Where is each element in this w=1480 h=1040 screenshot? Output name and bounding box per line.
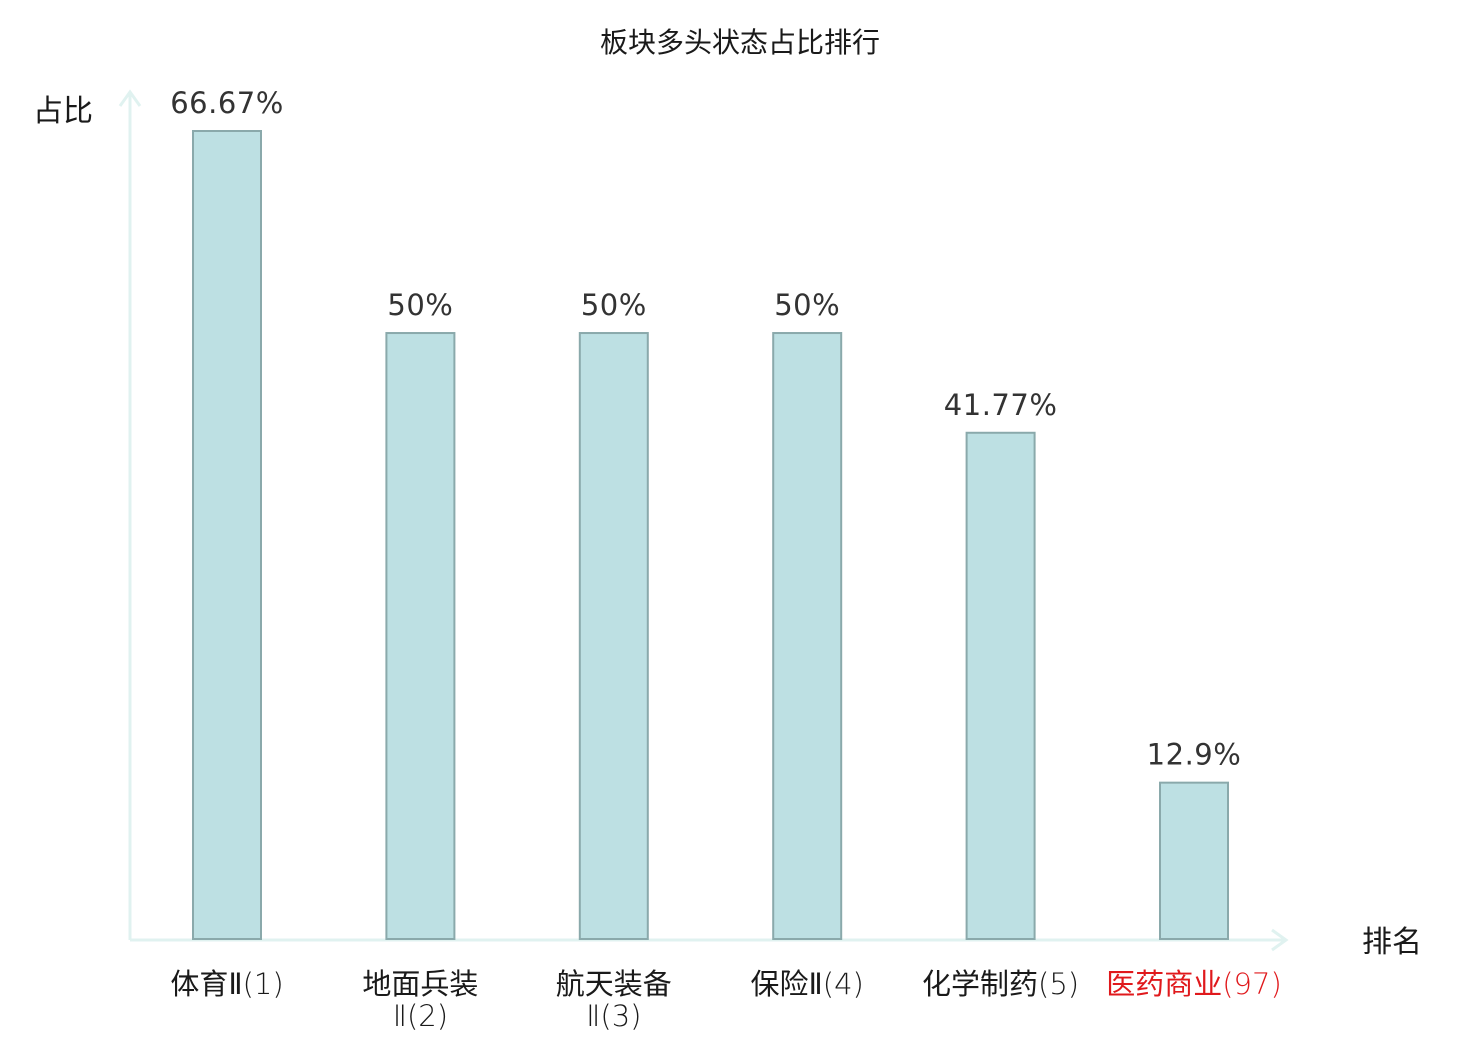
bar: [578, 332, 649, 941]
x-tick-label: 体育Ⅱ(1): [170, 967, 283, 1001]
y-axis-arrow: [118, 89, 142, 107]
bar-value-label: 66.67%: [170, 86, 284, 120]
y-axis: [118, 89, 142, 940]
x-axis-arrow: [1271, 928, 1289, 952]
bar: [1159, 781, 1229, 940]
x-tick-category: 体育Ⅱ: [170, 967, 242, 1001]
x-tick-label: 地面兵装: [362, 967, 478, 1001]
x-tick-label: 医药商业(97): [1106, 967, 1282, 1001]
x-tick-label: 航天装备: [556, 967, 672, 1001]
x-tick-label: 化学制药(5): [922, 967, 1079, 1001]
bar-value-label: 41.77%: [944, 388, 1058, 422]
bar: [192, 130, 262, 940]
x-tick-label: 保险Ⅱ(4): [751, 967, 864, 1001]
x-axis-label: 排名: [1362, 925, 1422, 960]
x-tick-label-line2: Ⅱ(2): [393, 999, 448, 1033]
x-tick-rank: (5): [1038, 967, 1079, 1001]
bar: [965, 431, 1036, 940]
bar: [385, 332, 456, 941]
x-axis: [130, 928, 1289, 952]
x-tick-category: 化学制药: [922, 967, 1038, 1001]
x-tick-rank: (1): [243, 967, 284, 1001]
bars: [192, 130, 1229, 941]
x-tick-category: 地面兵装: [362, 967, 478, 1001]
x-tick-category: 航天装备: [556, 967, 672, 1001]
bar-value-label: 50%: [581, 288, 647, 322]
x-tick-category: 医药商业: [1106, 967, 1222, 1001]
x-tick-rank: (97): [1222, 967, 1282, 1001]
x-tick-category: 保险Ⅱ: [751, 967, 823, 1001]
value-labels: 66.67% 50% 50% 50% 41.77% 12.9%: [170, 86, 1241, 772]
y-axis-label: 占比: [33, 94, 93, 129]
bar-value-label: 50%: [387, 288, 453, 322]
bar-value-label: 12.9%: [1147, 738, 1242, 772]
bar: [772, 332, 843, 941]
chart-title: 板块多头状态占比排行: [600, 26, 880, 59]
x-tick-rank: (4): [823, 967, 864, 1001]
x-tick-label-line2: Ⅱ(3): [586, 999, 641, 1033]
bar-value-label: 50%: [774, 288, 840, 322]
